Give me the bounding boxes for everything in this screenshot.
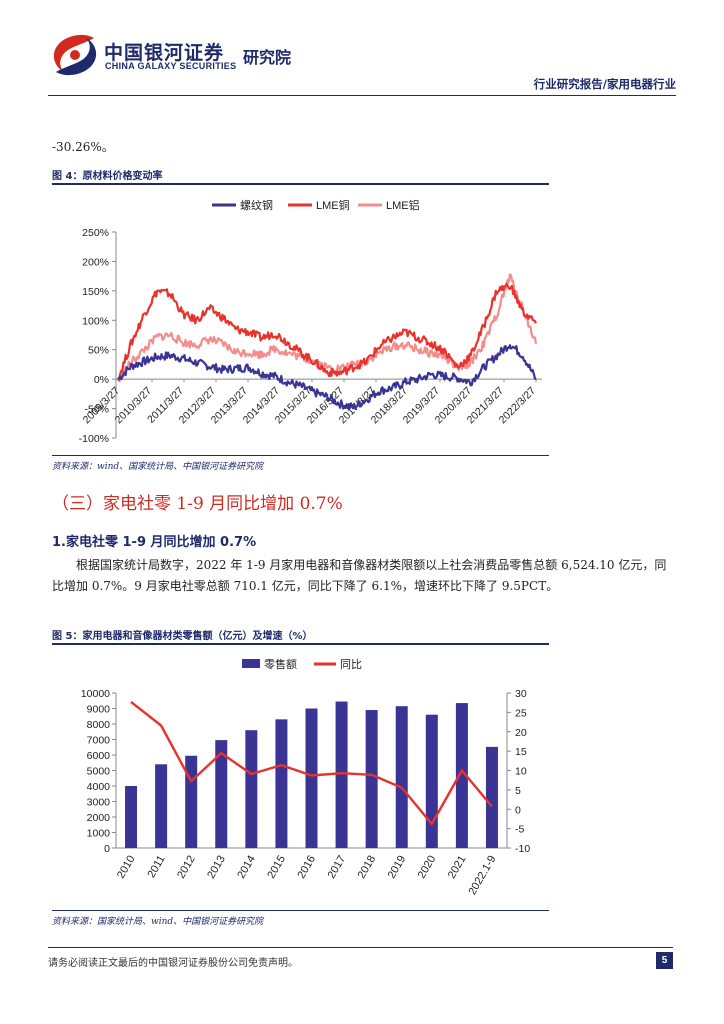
y-tick-label: 100% <box>82 315 109 327</box>
bar-2016 <box>305 708 318 848</box>
chart1-legend: 螺纹钢 LME铜 LME铝 <box>212 198 420 212</box>
x-tick-label: 2016 <box>295 854 318 881</box>
x-tick-label: 2011 <box>145 854 167 880</box>
left-tick-label: 4000 <box>87 781 111 793</box>
legend-label-1: LME铜 <box>316 198 350 212</box>
yoy-growth-line <box>130 700 493 826</box>
left-tick-label: 5000 <box>87 766 111 778</box>
bar-2014 <box>245 730 258 848</box>
bar-2020 <box>425 714 438 848</box>
x-tick-label: 2014 <box>235 854 258 881</box>
subsection-title: 1.家电社零 1-9 月同比增加 0.7% <box>52 535 257 550</box>
bar-2015 <box>275 719 288 848</box>
right-tick-label: 5 <box>515 785 521 797</box>
series-line-2 <box>117 273 538 380</box>
bar-2019 <box>395 706 408 848</box>
footer-divider <box>48 947 673 948</box>
page-number: 5 <box>656 952 673 969</box>
left-tick-label: 7000 <box>87 735 111 747</box>
left-tick-label: 0 <box>104 843 110 855</box>
intro-text: -30.26%。 <box>52 140 114 154</box>
chart2-legend: 零售额 同比 <box>242 657 362 671</box>
x-tick-label: 2017 <box>326 854 349 881</box>
bar-2017 <box>335 701 348 848</box>
y-tick-label: 0% <box>94 374 109 386</box>
legend-label-0: 螺纹钢 <box>240 198 273 212</box>
figure4-bottom-rule <box>52 455 549 456</box>
left-tick-label: 3000 <box>87 797 111 809</box>
appliance-retail-sales-chart: 零售额 同比 0 1000 2000 3000 4000 5000 6000 7000 8000 9… <box>81 657 531 898</box>
figure5-bottom-rule <box>52 910 549 911</box>
left-tick-label: 2000 <box>87 812 111 824</box>
figure4-source: 资料来源：wind、国家统计局、中国银河证券研究院 <box>52 462 264 472</box>
bar-2018 <box>365 710 378 848</box>
logo-chinese-name: 中国银河证券 <box>104 42 225 64</box>
x-tick-label: 2010 <box>115 854 138 881</box>
series-line-0 <box>117 344 537 410</box>
right-tick-label: 10 <box>515 766 527 778</box>
bar-2022.1-9 <box>485 746 498 848</box>
logo-institute: 研究院 <box>243 48 292 67</box>
bar-2010 <box>125 786 138 848</box>
chart2-bars <box>125 701 498 848</box>
legend-label-bar: 零售额 <box>264 657 297 671</box>
legend-label-2: LME铝 <box>386 198 420 212</box>
bar-2021 <box>455 703 468 848</box>
section-paragraph: 根据国家统计局数字，2022 年 1-9 月家用电器和音像器材类限额以上社会消费… <box>52 558 667 593</box>
x-tick-label: 2013 <box>205 854 228 881</box>
figure4-caption: 图 4：原材料价格变动率 <box>52 171 163 182</box>
chart1-axes: -100%-50%0%50%100%150%200%250%2009/3/272… <box>79 227 542 445</box>
figure4-top-rule <box>52 183 549 185</box>
x-tick-label: 2012 <box>175 854 198 881</box>
legend-swatch-bar <box>242 659 260 668</box>
y-tick-label: 250% <box>82 227 109 239</box>
figure5-top-rule <box>52 643 549 645</box>
x-tick-label: 2018 <box>356 854 379 881</box>
right-tick-label: 25 <box>515 707 527 719</box>
logo-english-name: CHINA GALAXY SECURITIES <box>105 61 237 71</box>
x-tick-label: 2015 <box>265 854 288 881</box>
series-line-1 <box>117 282 537 382</box>
x-tick-label: 2021 <box>446 854 469 881</box>
x-tick-label: 2019 <box>386 854 409 881</box>
bar-2013 <box>215 740 228 848</box>
footer-disclaimer: 请务必阅读正文最后的中国银河证券股份公司免责声明。 <box>48 958 298 969</box>
header-divider <box>48 95 676 96</box>
right-tick-label: 30 <box>515 688 527 700</box>
figure5-source: 资料来源：国家统计局、wind、中国银河证券研究院 <box>52 917 264 927</box>
y-tick-label: -50% <box>84 404 109 416</box>
x-tick-label: 2020 <box>416 854 439 881</box>
legend-label-line: 同比 <box>340 658 362 671</box>
left-tick-label: 10000 <box>81 688 110 700</box>
galaxy-logo-icon <box>53 34 97 76</box>
left-tick-label: 1000 <box>87 828 111 840</box>
left-tick-label: 9000 <box>87 704 111 716</box>
bar-2012 <box>185 755 198 848</box>
y-tick-label: 200% <box>82 256 109 268</box>
right-tick-label: 0 <box>515 804 521 816</box>
y-tick-label: 50% <box>88 345 109 357</box>
right-tick-label: 20 <box>515 727 527 739</box>
right-tick-label: -10 <box>515 843 530 855</box>
left-tick-label: 8000 <box>87 719 111 731</box>
report-type: 行业研究报告/家用电器行业 <box>533 77 676 91</box>
bar-2011 <box>155 764 168 848</box>
figure5-caption: 图 5：家用电器和音像器材类零售额（亿元）及增速（%） <box>52 631 313 642</box>
right-tick-label: 15 <box>515 746 527 758</box>
section-title: （三）家电社零 1-9 月同比增加 0.7% <box>52 494 343 514</box>
left-tick-label: 6000 <box>87 750 111 762</box>
x-tick-label: 2022.1-9 <box>466 854 498 898</box>
chart2-line <box>130 700 493 826</box>
right-tick-label: -5 <box>515 824 524 836</box>
y-tick-label: 150% <box>82 286 109 298</box>
y-tick-label: -100% <box>79 433 109 445</box>
chart1-series <box>117 273 538 410</box>
raw-material-price-chart: 螺纹钢 LME铜 LME铝 -100% -50% 0% 50% 100% 150% 200% 25… <box>79 198 542 445</box>
